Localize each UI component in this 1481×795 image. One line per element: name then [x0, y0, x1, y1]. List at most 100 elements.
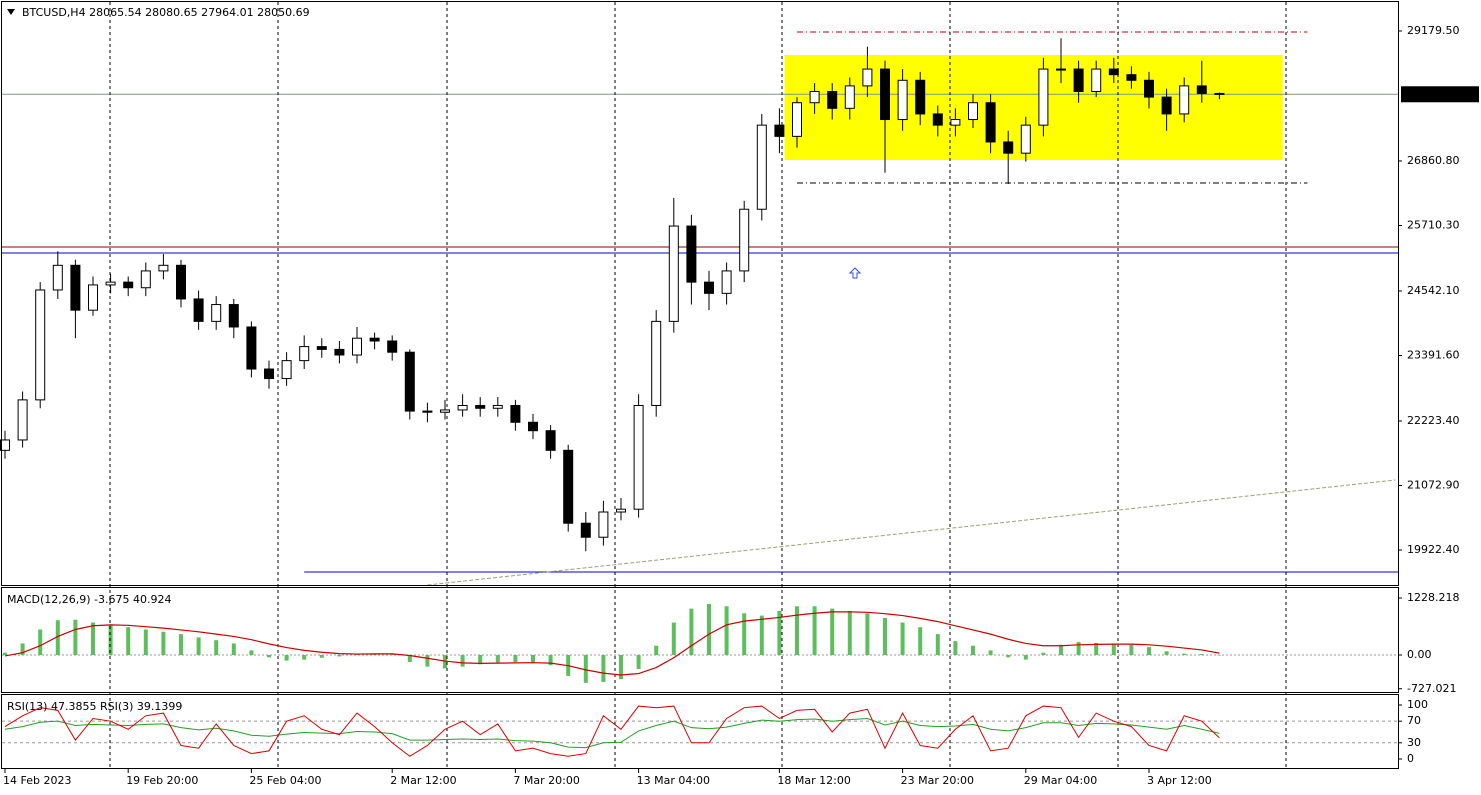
macd-bar: [91, 622, 95, 656]
candle-body: [774, 124, 785, 137]
y-tick-label: -727.021: [1407, 682, 1456, 695]
overlays: [0, 38, 1225, 757]
macd-bar: [812, 606, 817, 656]
x-tick-label: 3 Apr 12:00: [1147, 774, 1212, 787]
macd-bar: [319, 655, 324, 658]
macd-bar: [988, 650, 993, 656]
macd-bar: [583, 655, 588, 683]
candle-body: [35, 289, 46, 401]
candle-body: [211, 304, 222, 322]
candle-body: [950, 119, 961, 126]
macd-bar: [1129, 644, 1134, 656]
rsi-value: 47.3855: [51, 700, 97, 713]
y-tick-label: 0.00: [1407, 648, 1432, 661]
macd-title: MACD(12,26,9): [7, 593, 91, 606]
candle-body: [334, 348, 345, 356]
macd-bar: [865, 613, 870, 656]
candle-body: [968, 102, 978, 121]
macd-bar: [407, 655, 412, 662]
macd-bar: [654, 645, 659, 656]
x-tick-label: 13 Mar 04:00: [637, 774, 710, 787]
y-tick-label: 19922.40: [1407, 543, 1460, 556]
macd-bar: [953, 641, 958, 656]
macd-bar: [759, 615, 764, 656]
macd-bar: [20, 643, 25, 656]
macd-bar: [390, 654, 395, 656]
x-tick-label: 18 Mar 12:00: [777, 774, 850, 787]
candle-body: [70, 264, 81, 311]
y-tick-label: 22223.40: [1407, 414, 1460, 427]
candle-body: [616, 508, 626, 513]
candle-body: [88, 284, 98, 311]
macd-bar: [284, 655, 289, 661]
y-tick-label: 30: [1407, 736, 1421, 749]
close-value: 28050.69: [257, 6, 310, 19]
macd-bar: [495, 655, 500, 663]
x-tick-label: 14 Feb 2023: [3, 774, 71, 787]
macd-bar: [531, 655, 535, 663]
macd-bar: [918, 627, 923, 656]
candle-body: [1179, 85, 1190, 115]
macd-bar: [619, 655, 623, 680]
candle-body: [528, 421, 538, 432]
macd-bar: [971, 645, 975, 656]
candle-body: [492, 404, 503, 409]
macd-bar: [337, 655, 342, 657]
macd-header: MACD(12,26,9) -3.675 40.924: [7, 593, 172, 606]
candle-body: [580, 522, 591, 538]
candle-body: [897, 79, 908, 121]
rsi-line: [4, 705, 1220, 757]
macd-bar: [830, 608, 835, 656]
macd-bar: [1041, 652, 1046, 656]
candle-body: [915, 79, 926, 115]
candle-body: [1161, 96, 1172, 115]
symbol: BTCUSD,H4: [22, 6, 86, 19]
macd-bar: [55, 620, 60, 656]
x-tick-label: 2 Mar 12:00: [390, 774, 456, 787]
macd-bar: [355, 654, 359, 656]
macd-bar: [1076, 642, 1081, 656]
macd-bar: [671, 622, 676, 656]
candle-body: [756, 124, 767, 210]
macd-bar: [1217, 655, 1222, 656]
y-tick-label: 29179.50: [1407, 24, 1460, 37]
macd-bar: [478, 655, 483, 665]
macd-bar: [38, 629, 43, 656]
macd-bar: [425, 655, 430, 667]
candle-body: [17, 399, 28, 441]
candle-body: [1196, 85, 1207, 94]
macd-bar: [1182, 653, 1187, 656]
candle-body: [1214, 92, 1225, 95]
candle-body: [827, 91, 838, 109]
candle-body: [651, 320, 662, 406]
main-panel-frame: [1, 1, 1399, 586]
y-tick-label: 70: [1407, 714, 1421, 727]
macd-bar: [179, 634, 183, 656]
macd-bar: [742, 613, 747, 656]
macd-bar: [513, 655, 518, 662]
macd-bar: [214, 640, 219, 656]
candle-body: [545, 430, 556, 451]
macd-bar: [795, 606, 799, 656]
candle-body: [721, 270, 732, 294]
x-tick-label: 25 Feb 04:00: [249, 774, 321, 787]
y-tick-label: 100: [1407, 698, 1428, 711]
candle-body: [158, 264, 169, 272]
y-tick-label: 23391.60: [1407, 348, 1460, 361]
candle-body: [352, 337, 362, 356]
rsi-panel-frame: [1, 694, 1399, 769]
x-tick-label: 7 Mar 20:00: [513, 774, 579, 787]
candle-body: [281, 360, 292, 380]
macd-bar: [548, 655, 553, 666]
macd-value: -3.675: [94, 593, 129, 606]
x-tick-label: 29 Mar 04:00: [1024, 774, 1097, 787]
macd-bar: [267, 655, 271, 658]
macd-bar: [1006, 655, 1011, 658]
plots: [2, 31, 1398, 744]
macd-bar: [636, 655, 641, 669]
candle-body: [176, 264, 186, 300]
zone-rectangle: [784, 55, 1283, 161]
y-tick-label: 26860.80: [1407, 154, 1460, 167]
